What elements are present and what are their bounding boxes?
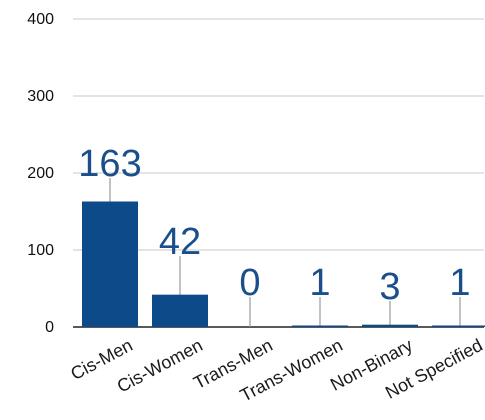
data-label: 163 xyxy=(78,143,141,185)
data-label: 1 xyxy=(449,262,470,304)
bar-trans-women xyxy=(292,325,348,327)
bar-cis-men xyxy=(82,201,138,327)
y-axis-ticks: 0 100 200 300 400 xyxy=(27,11,54,336)
label-leader-lines xyxy=(109,178,461,327)
bar-non-binary xyxy=(362,324,418,327)
data-labels: 163 42 0 1 3 1 xyxy=(78,143,470,308)
data-label: 3 xyxy=(379,266,400,308)
y-tick-label: 400 xyxy=(27,11,54,28)
bars xyxy=(82,201,485,327)
y-tick-label: 100 xyxy=(27,242,54,259)
data-label: 1 xyxy=(309,262,330,304)
x-axis-ticks: Cis-MenCis-WomenTrans-MenTrans-WomenNon-… xyxy=(67,335,485,406)
y-tick-label: 0 xyxy=(45,319,54,336)
y-tick-label: 300 xyxy=(27,88,54,105)
y-tick-label: 200 xyxy=(27,165,54,182)
data-label: 0 xyxy=(239,262,260,304)
bar-cis-women xyxy=(152,294,208,327)
data-label: 42 xyxy=(159,221,201,263)
bar-not-specified xyxy=(432,325,485,327)
